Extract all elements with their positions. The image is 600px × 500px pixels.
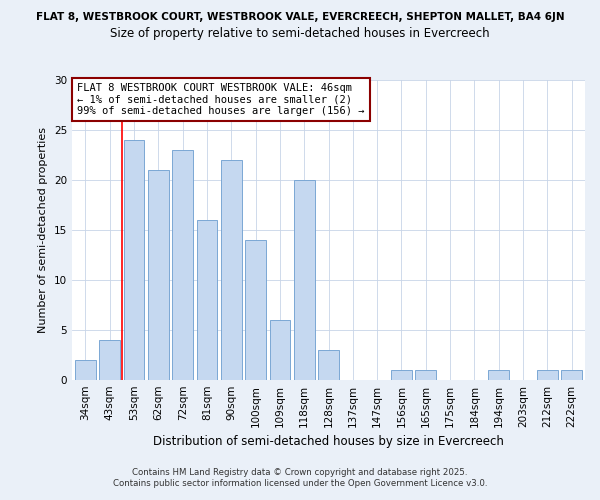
Bar — [75, 360, 96, 380]
Text: FLAT 8 WESTBROOK COURT WESTBROOK VALE: 46sqm
← 1% of semi-detached houses are sm: FLAT 8 WESTBROOK COURT WESTBROOK VALE: 4… — [77, 83, 365, 116]
Bar — [100, 340, 120, 380]
Bar — [197, 220, 217, 380]
Bar — [221, 160, 242, 380]
Bar — [488, 370, 509, 380]
Y-axis label: Number of semi-detached properties: Number of semi-detached properties — [38, 127, 49, 333]
Bar — [294, 180, 314, 380]
Bar — [269, 320, 290, 380]
Bar — [391, 370, 412, 380]
X-axis label: Distribution of semi-detached houses by size in Evercreech: Distribution of semi-detached houses by … — [153, 436, 504, 448]
Bar — [245, 240, 266, 380]
Bar — [537, 370, 557, 380]
Bar — [172, 150, 193, 380]
Bar — [561, 370, 582, 380]
Bar — [415, 370, 436, 380]
Text: Size of property relative to semi-detached houses in Evercreech: Size of property relative to semi-detach… — [110, 28, 490, 40]
Text: FLAT 8, WESTBROOK COURT, WESTBROOK VALE, EVERCREECH, SHEPTON MALLET, BA4 6JN: FLAT 8, WESTBROOK COURT, WESTBROOK VALE,… — [35, 12, 565, 22]
Text: Contains HM Land Registry data © Crown copyright and database right 2025.
Contai: Contains HM Land Registry data © Crown c… — [113, 468, 487, 487]
Bar — [124, 140, 145, 380]
Bar — [148, 170, 169, 380]
Bar — [318, 350, 339, 380]
